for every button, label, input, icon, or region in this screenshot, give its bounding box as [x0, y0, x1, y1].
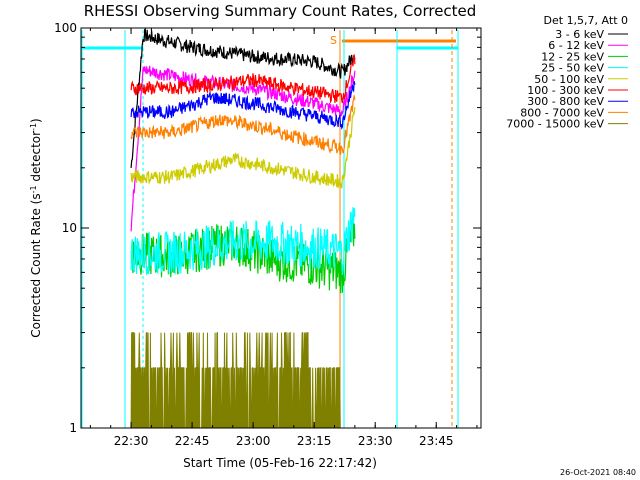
y-axis-label: Corrected Count Rate (s-1 detector-1) — [29, 118, 43, 337]
x-tick-label: 23:45 — [419, 434, 454, 448]
series-trace — [130, 65, 356, 232]
legend-header: Det 1,5,7, Att 0 — [544, 14, 628, 27]
series-trace — [130, 107, 356, 189]
legend-entry-label: 100 - 300 keV — [527, 84, 604, 97]
legend-entry-label: 50 - 100 keV — [534, 73, 604, 86]
series-trace — [130, 81, 356, 130]
x-tick-label: 22:45 — [175, 434, 210, 448]
legend-entry-label: 3 - 6 keV — [555, 28, 604, 41]
legend-entry-label: 7000 - 15000 keV — [506, 118, 604, 131]
legend-entry-label: 300 - 800 keV — [527, 95, 604, 108]
y-tick-label: 100 — [54, 21, 77, 35]
legend-entry-label: 6 - 12 keV — [548, 39, 604, 52]
legend-entry-label: 12 - 25 keV — [541, 50, 604, 63]
x-tick-label: 22:30 — [114, 434, 149, 448]
legend-entry-label: 800 - 7000 keV — [520, 106, 604, 119]
legend-entry-label: 25 - 50 keV — [541, 62, 604, 75]
x-axis-label: Start Time (05-Feb-16 22:17:42) — [183, 456, 377, 470]
chart-title: RHESSI Observing Summary Count Rates, Co… — [84, 2, 477, 20]
axis-ticks: 22:30 22:45 23:00 23:15 23:30 23:45 1 10 100 — [54, 21, 481, 448]
series-trace — [130, 54, 356, 104]
flare-s-annotation: S — [330, 34, 337, 47]
series-trace — [130, 28, 356, 168]
x-tick-label: 23:00 — [236, 434, 271, 448]
series-trace — [130, 332, 343, 429]
series-trace — [130, 95, 356, 155]
plot-area: S — [81, 28, 459, 429]
series-trace — [130, 207, 356, 275]
y-tick-label: 1 — [69, 421, 77, 435]
y-tick-label: 10 — [62, 221, 77, 235]
x-tick-label: 23:30 — [358, 434, 393, 448]
footer-date: 26-Oct-2021 08:40 — [560, 468, 636, 477]
x-tick-label: 23:15 — [297, 434, 332, 448]
